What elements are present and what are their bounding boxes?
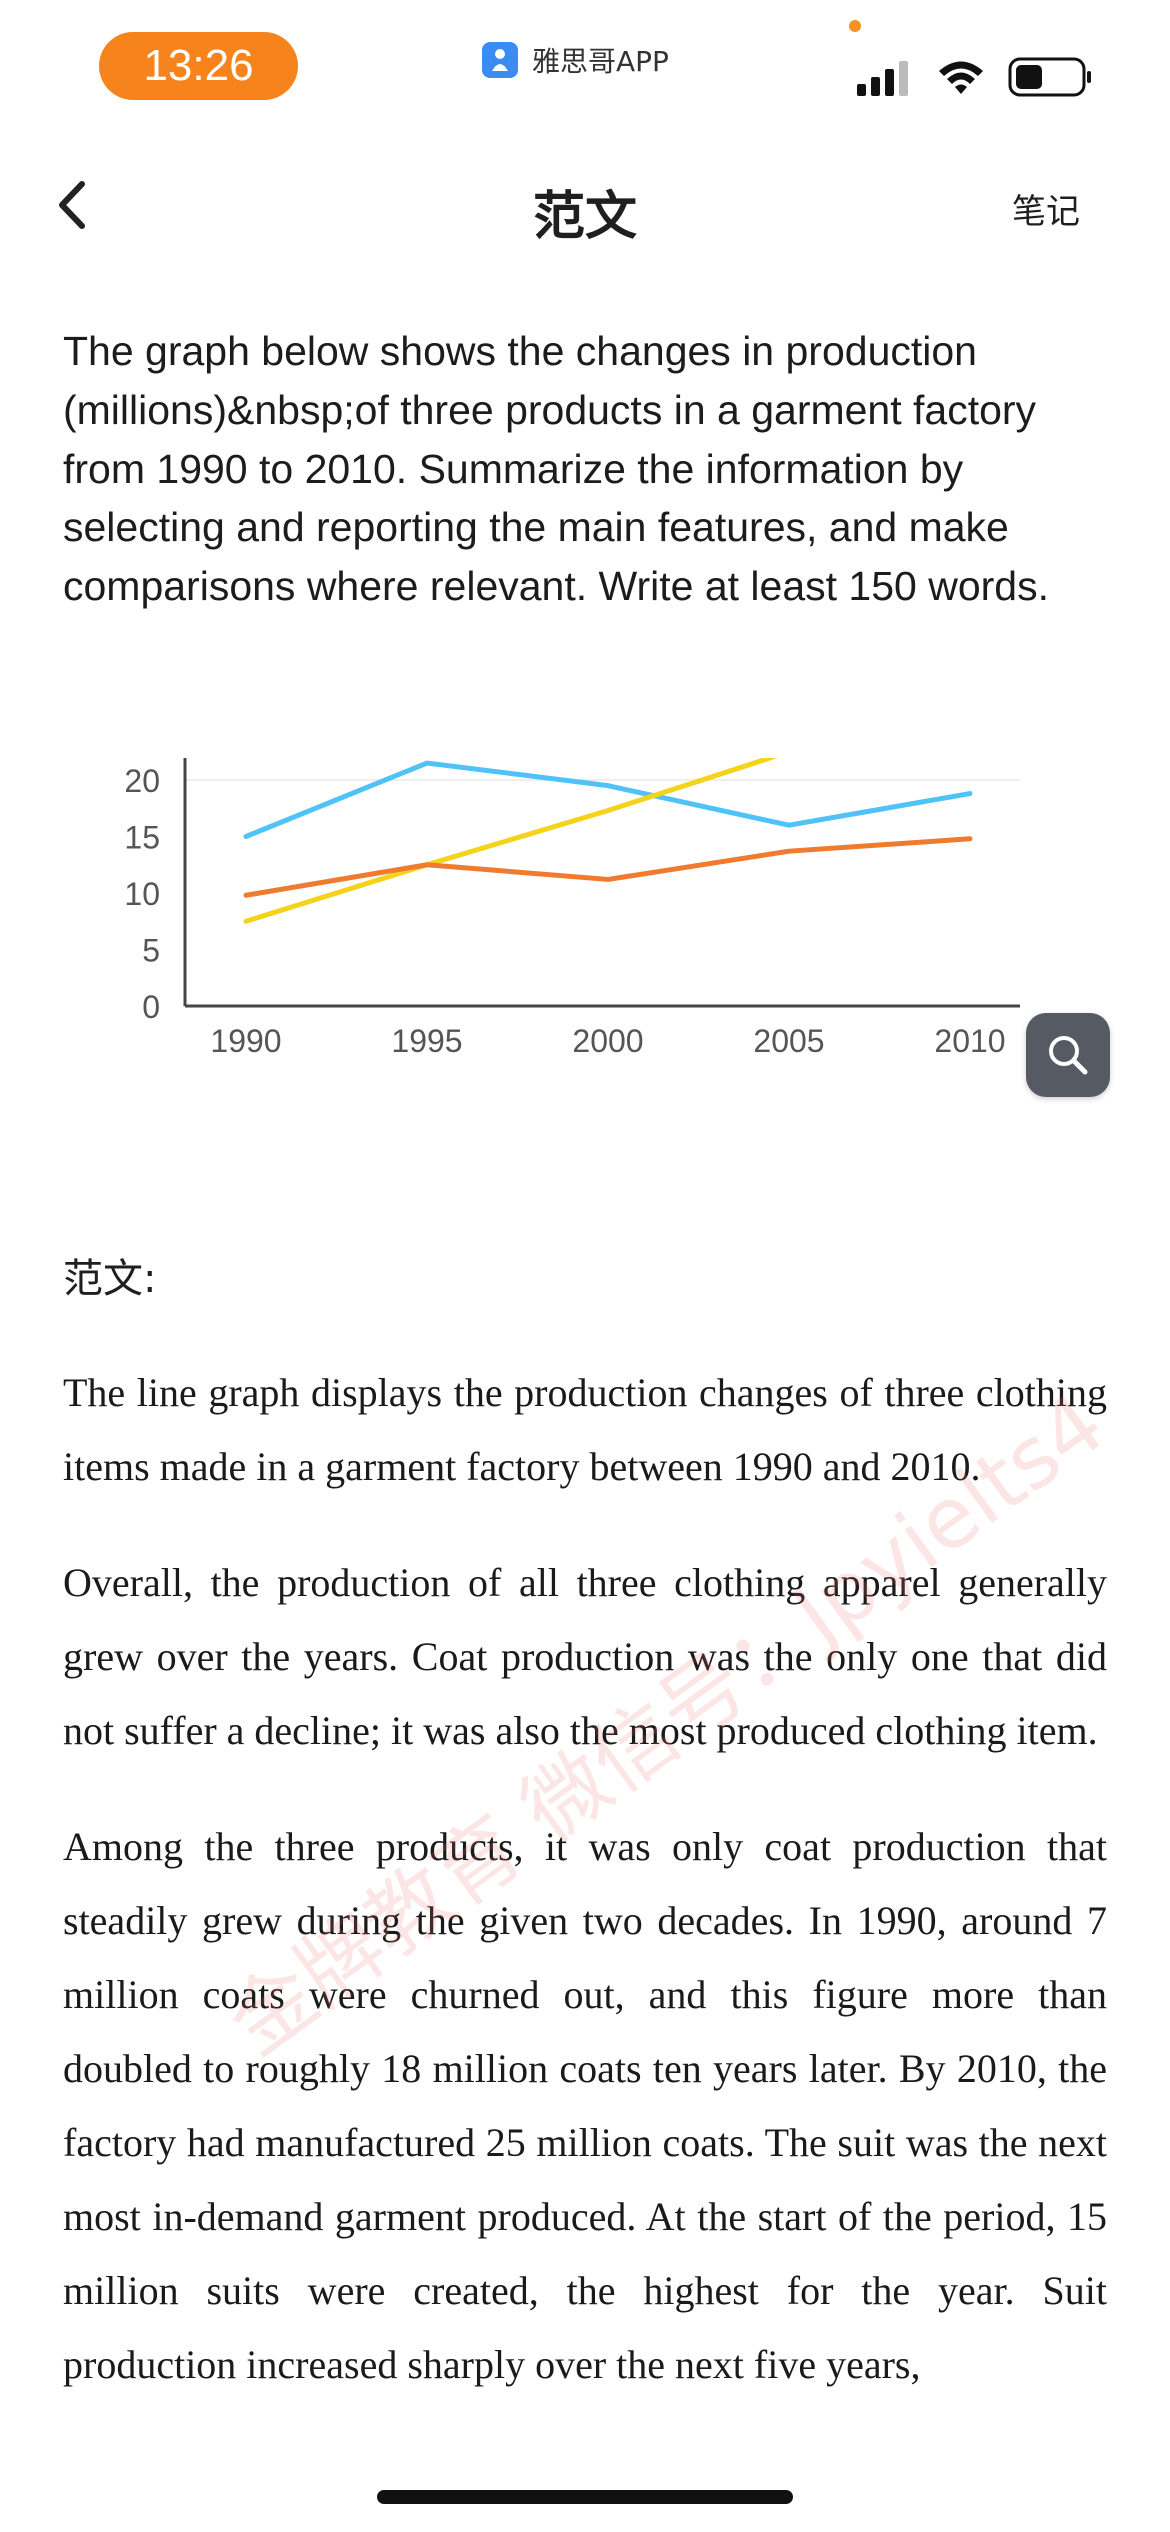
x-tick-label: 2010 bbox=[934, 1023, 1005, 1059]
model-essay-heading: 范文: bbox=[63, 1256, 157, 1302]
x-tick-label: 2005 bbox=[753, 1023, 824, 1059]
essay-paragraph: Overall, the production of all three clo… bbox=[63, 1560, 1107, 1753]
line-chart[interactable]: 0 5 10 15 20 1990 1995 2000 2005 2010 bbox=[0, 740, 1170, 1120]
essay-paragraph: The line graph displays the production c… bbox=[63, 1370, 1107, 1489]
zoom-image-button[interactable] bbox=[1026, 1013, 1110, 1097]
y-tick-label: 15 bbox=[124, 820, 160, 856]
x-tick-label: 2000 bbox=[572, 1023, 643, 1059]
app-badge[interactable]: 雅思哥APP bbox=[482, 40, 669, 80]
x-tick-label: 1995 bbox=[391, 1023, 462, 1059]
wifi-icon bbox=[939, 61, 983, 94]
page-title: 范文 bbox=[532, 187, 637, 247]
y-tick-label: 0 bbox=[142, 989, 160, 1025]
status-bar: 13:26 雅思哥APP bbox=[0, 0, 1170, 136]
y-tick-label: 10 bbox=[124, 876, 160, 912]
home-indicator[interactable] bbox=[377, 2490, 793, 2504]
app-name: 雅思哥APP bbox=[532, 45, 669, 78]
y-tick-label: 5 bbox=[142, 933, 160, 969]
app-logo-icon bbox=[482, 42, 518, 78]
search-icon bbox=[1049, 1036, 1088, 1075]
privacy-indicator-dot bbox=[849, 20, 861, 32]
y-tick-label: 20 bbox=[124, 763, 160, 799]
model-essay: The line graph displays the production c… bbox=[63, 1356, 1107, 2444]
task-prompt: The graph below shows the changes in pro… bbox=[63, 328, 1049, 610]
x-tick-label: 1990 bbox=[210, 1023, 281, 1059]
series-line-3 bbox=[243, 836, 973, 898]
series-line-2 bbox=[243, 758, 778, 924]
series-line-1 bbox=[243, 760, 973, 839]
notes-button[interactable]: 笔记 bbox=[1012, 192, 1080, 232]
essay-paragraph: Among the three products, it was only co… bbox=[63, 1824, 1107, 2387]
battery-icon bbox=[1008, 57, 1091, 97]
status-time: 13:26 bbox=[99, 32, 298, 100]
back-chevron-icon[interactable] bbox=[50, 176, 96, 234]
cellular-signal-icon bbox=[857, 61, 908, 96]
nav-bar: 范文 笔记 bbox=[0, 150, 1170, 260]
